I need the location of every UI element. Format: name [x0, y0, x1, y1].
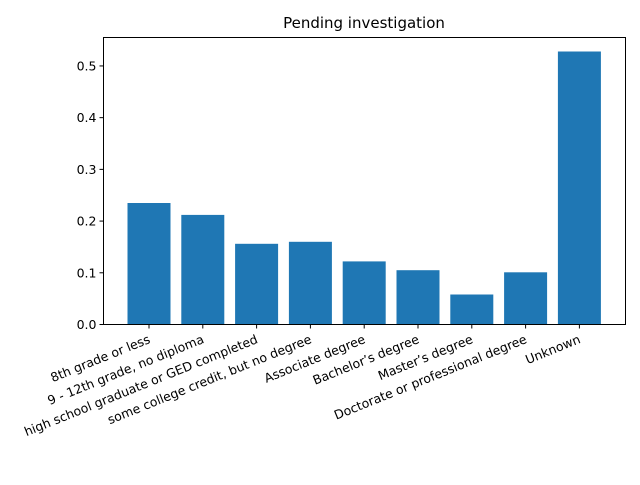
bar — [557, 51, 601, 325]
bar — [288, 241, 332, 325]
y-tick-label: 0.0 — [77, 317, 97, 332]
bar — [342, 261, 386, 325]
plot-frame — [103, 37, 626, 325]
bar — [181, 214, 225, 325]
bar — [504, 272, 548, 325]
y-axis: 0.0 0.1 0.2 0.3 0.4 0.5 — [77, 58, 104, 332]
y-tick-label: 0.4 — [77, 110, 97, 125]
chart-title: Pending investigation — [283, 14, 445, 32]
bar — [235, 243, 279, 325]
y-tick-label: 0.2 — [77, 214, 97, 229]
y-tick-label: 0.3 — [77, 162, 97, 177]
y-tick-label: 0.1 — [77, 265, 97, 280]
bars-group — [127, 51, 601, 325]
bar — [127, 203, 171, 325]
y-tick-label: 0.5 — [77, 58, 97, 73]
bar — [396, 270, 440, 325]
bar — [450, 294, 494, 325]
